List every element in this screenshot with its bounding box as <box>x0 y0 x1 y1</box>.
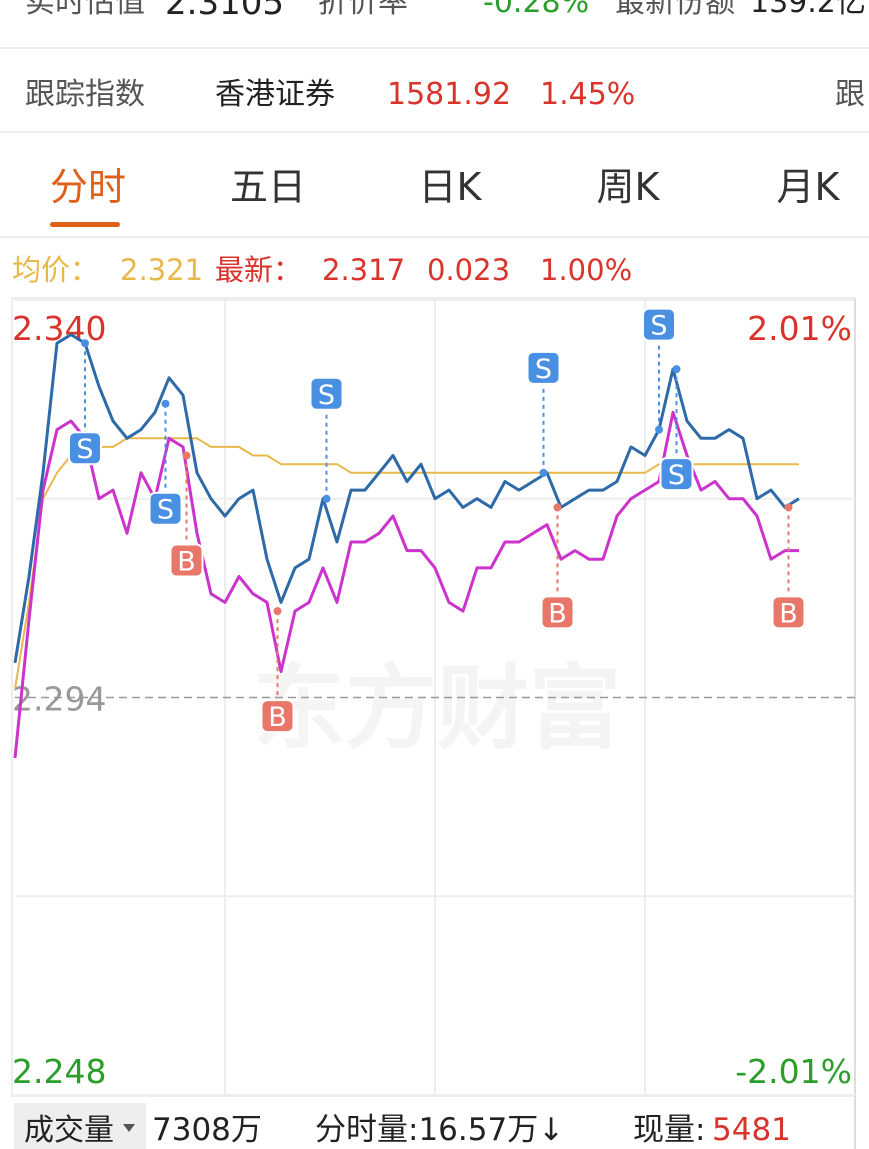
index-change: 1.45% <box>540 77 635 112</box>
marker-badge <box>540 595 575 630</box>
marker-label: S <box>318 380 335 411</box>
tab[interactable]: 月K <box>777 165 841 209</box>
marker-badge <box>771 595 806 630</box>
marker-label: B <box>779 598 798 629</box>
marker-label: S <box>535 354 552 385</box>
marker-dot <box>539 468 548 477</box>
now-label: 现量: <box>633 1112 705 1148</box>
marker-dot <box>81 339 89 348</box>
last-label: 最新： <box>215 253 302 287</box>
marker-label: S <box>157 495 174 526</box>
y2-tick-label: 2.01% <box>747 309 852 348</box>
marker-label: B <box>548 598 567 629</box>
tab-underline <box>50 222 120 227</box>
marker-dot <box>655 425 663 434</box>
marker-dot <box>784 503 793 512</box>
volume-total: 7308万 <box>152 1112 262 1148</box>
value: -0.28% <box>483 0 589 20</box>
now-value: 5481 <box>712 1112 791 1148</box>
marker-dot <box>322 494 331 503</box>
tab[interactable]: 周K <box>597 165 661 209</box>
avg-label: 均价： <box>12 253 99 287</box>
marker-badge <box>526 350 561 385</box>
label: 折价率 <box>318 0 408 20</box>
marker-dot <box>161 399 170 408</box>
avg-value: 2.321 <box>120 253 203 287</box>
label: 最新份额 <box>615 0 735 20</box>
tab[interactable]: 分时 <box>50 165 126 209</box>
marker-badge <box>659 457 694 492</box>
marker-dot <box>273 607 282 616</box>
marker-label: B <box>268 702 287 733</box>
marker-badge <box>68 431 102 466</box>
change: 0.023 <box>427 253 510 287</box>
marker-badge <box>642 307 676 342</box>
value: 2.3105 <box>165 0 284 23</box>
price-line <box>13 410 799 759</box>
tab[interactable]: 日K <box>419 165 483 209</box>
menu-bg[interactable] <box>14 1103 146 1149</box>
watermark: 东方财富 <box>253 655 621 762</box>
marker-label: S <box>76 434 93 465</box>
marker-label: S <box>650 311 667 342</box>
y-tick-label: 2.294 <box>12 680 106 719</box>
marker-badge <box>309 376 344 411</box>
y-tick-label: 2.248 <box>12 1052 106 1091</box>
volume-menu[interactable]: 成交量 <box>24 1113 114 1148</box>
value: 139.2亿 <box>750 0 866 20</box>
last-value: 2.317 <box>322 253 405 287</box>
change-pct: 1.00% <box>540 253 632 287</box>
marker-badge <box>148 491 183 526</box>
index-name[interactable]: 香港证券 <box>215 77 335 112</box>
marker-badge <box>260 699 295 734</box>
marker-dot <box>553 503 562 512</box>
marker-dot <box>182 451 191 460</box>
tick-volume: 分时量:16.57万↓ <box>315 1112 564 1148</box>
y2-tick-label: -2.01% <box>735 1052 852 1091</box>
marker-label: B <box>177 547 196 578</box>
label: 实时估值 <box>25 0 145 20</box>
marker-label: S <box>668 460 685 491</box>
marker-dot <box>672 365 681 374</box>
tab[interactable]: 五日 <box>230 165 306 209</box>
index-value: 1581.92 <box>387 77 511 112</box>
label: 跟 <box>835 77 865 112</box>
dropdown-icon[interactable] <box>123 1124 135 1132</box>
marker-badge <box>169 543 204 578</box>
label: 跟踪指数 <box>25 77 145 112</box>
price-line <box>13 333 800 664</box>
